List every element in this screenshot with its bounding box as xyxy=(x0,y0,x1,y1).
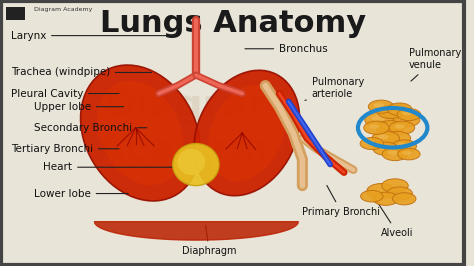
Text: Trachea (windpipe): Trachea (windpipe) xyxy=(10,68,151,77)
Ellipse shape xyxy=(367,184,395,198)
Ellipse shape xyxy=(387,103,412,116)
Text: Pulmonary
arteriole: Pulmonary arteriole xyxy=(305,77,364,101)
Ellipse shape xyxy=(378,145,389,150)
Text: Larynx: Larynx xyxy=(10,31,174,41)
Ellipse shape xyxy=(390,135,401,139)
Ellipse shape xyxy=(377,120,404,135)
Text: Diagram Academy: Diagram Academy xyxy=(34,7,92,12)
Ellipse shape xyxy=(368,100,394,113)
Ellipse shape xyxy=(402,151,411,155)
Ellipse shape xyxy=(373,192,399,205)
Ellipse shape xyxy=(97,81,183,185)
Ellipse shape xyxy=(399,116,410,121)
Ellipse shape xyxy=(365,140,374,144)
Ellipse shape xyxy=(402,111,411,115)
Ellipse shape xyxy=(364,121,389,134)
Ellipse shape xyxy=(387,187,412,200)
Ellipse shape xyxy=(394,124,405,129)
Ellipse shape xyxy=(360,138,383,149)
Ellipse shape xyxy=(173,144,219,186)
Ellipse shape xyxy=(208,85,285,181)
Ellipse shape xyxy=(373,142,399,155)
Text: Bronchus: Bronchus xyxy=(245,44,328,54)
Ellipse shape xyxy=(194,70,300,196)
Text: Upper lobe: Upper lobe xyxy=(34,102,124,112)
Ellipse shape xyxy=(389,108,401,113)
Ellipse shape xyxy=(378,105,403,119)
Ellipse shape xyxy=(397,109,420,120)
Ellipse shape xyxy=(374,103,384,108)
Bar xyxy=(6,7,25,20)
Ellipse shape xyxy=(383,105,411,119)
Ellipse shape xyxy=(398,148,420,160)
Ellipse shape xyxy=(383,108,393,113)
Ellipse shape xyxy=(372,131,400,146)
Ellipse shape xyxy=(382,147,408,161)
Ellipse shape xyxy=(378,134,389,139)
Ellipse shape xyxy=(177,149,205,175)
Ellipse shape xyxy=(369,124,379,129)
Ellipse shape xyxy=(372,115,385,121)
Ellipse shape xyxy=(389,121,415,134)
Ellipse shape xyxy=(365,111,397,128)
Ellipse shape xyxy=(397,143,407,147)
Ellipse shape xyxy=(392,140,417,152)
Text: Alveoli: Alveoli xyxy=(374,196,414,238)
Text: Diaphragm: Diaphragm xyxy=(182,225,237,256)
Text: Primary Bronchi: Primary Bronchi xyxy=(302,185,380,217)
Text: Pulmonary
venule: Pulmonary venule xyxy=(409,48,461,81)
Text: Lower lobe: Lower lobe xyxy=(34,189,128,198)
Ellipse shape xyxy=(393,113,420,127)
Ellipse shape xyxy=(361,190,383,202)
Text: Heart: Heart xyxy=(43,162,174,172)
Ellipse shape xyxy=(392,193,416,205)
Text: Pleural Cavity: Pleural Cavity xyxy=(10,89,119,98)
Ellipse shape xyxy=(382,124,393,129)
Ellipse shape xyxy=(387,151,398,155)
Text: Secondary Bronchi: Secondary Bronchi xyxy=(34,123,147,133)
Text: Tertiary Bronchi: Tertiary Bronchi xyxy=(10,144,119,154)
Ellipse shape xyxy=(382,179,408,193)
Ellipse shape xyxy=(392,106,402,110)
Text: Lungs Anatomy: Lungs Anatomy xyxy=(100,9,366,38)
Ellipse shape xyxy=(384,131,410,145)
Ellipse shape xyxy=(81,65,200,201)
Text: Diagram
Academy: Diagram Academy xyxy=(96,87,296,169)
